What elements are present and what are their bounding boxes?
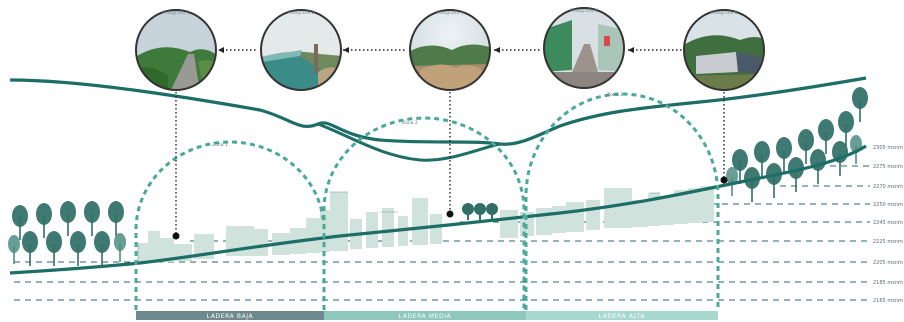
right-tree-cluster: [726, 87, 868, 202]
elevation-label: 2165 msnm: [873, 298, 903, 304]
zone-bar-media: [324, 311, 526, 320]
elevation-label: 2245 msnm: [873, 220, 903, 226]
dome-media: [322, 116, 526, 310]
photo-connectors: [175, 49, 725, 234]
elevation-label: 2275 msnm: [873, 164, 903, 170]
elevation-label: 2205 msnm: [873, 260, 903, 266]
dome-label: Zona 1: [212, 142, 228, 148]
photo-4: [543, 7, 625, 89]
dome-alta: [524, 92, 720, 310]
elevation-label: 2250 msnm: [873, 202, 903, 208]
photo-captions: Fotografía 1 Fotografía 2 Fotografía 3 F…: [162, 7, 737, 16]
middle-trees: [462, 203, 498, 220]
building-outlines: [137, 191, 660, 263]
left-tree-cluster: [8, 201, 126, 266]
photo-3: [409, 9, 491, 91]
zone-label-alta: LADERA ALTA: [599, 313, 646, 320]
zone-label-media: LADERA MEDIA: [399, 313, 452, 320]
elevation-label: 2225 msnm: [873, 239, 903, 245]
photo-caption: Fotografía 5: [710, 9, 737, 16]
photo-caption: Fotografía 4: [570, 7, 597, 14]
dome-label: Zona 2: [402, 120, 418, 126]
elevation-label: 2185 msnm: [873, 280, 903, 286]
zone-bars: LADERA BAJA LADERA MEDIA LADERA ALTA: [136, 311, 718, 320]
photo-2: [260, 9, 342, 91]
photo-1: [135, 9, 217, 91]
arrow-heads: [218, 47, 634, 53]
elevation-labels: 2305 msnm 2275 msnm 2270 msnm 2250 msnm …: [873, 145, 903, 304]
zone-bar-alta: [526, 311, 718, 320]
ridge-line: [9, 76, 867, 146]
elevation-label: 2305 msnm: [873, 145, 903, 151]
photo-caption: Fotografía 3: [436, 9, 463, 16]
dome-label: Zona 3: [607, 92, 623, 98]
elevation-label: 2270 msnm: [873, 184, 903, 190]
zone-bar-baja: [136, 311, 324, 320]
zone-domes: [134, 92, 720, 310]
photo-5: [683, 9, 765, 91]
zone-label-baja: LADERA BAJA: [207, 313, 254, 320]
photo-caption: Fotografía 2: [287, 9, 314, 16]
terrain-profile: [9, 144, 867, 275]
photo-caption: Fotografía 1: [162, 9, 189, 16]
location-dots: [172, 176, 728, 240]
valley-line: [317, 122, 501, 162]
